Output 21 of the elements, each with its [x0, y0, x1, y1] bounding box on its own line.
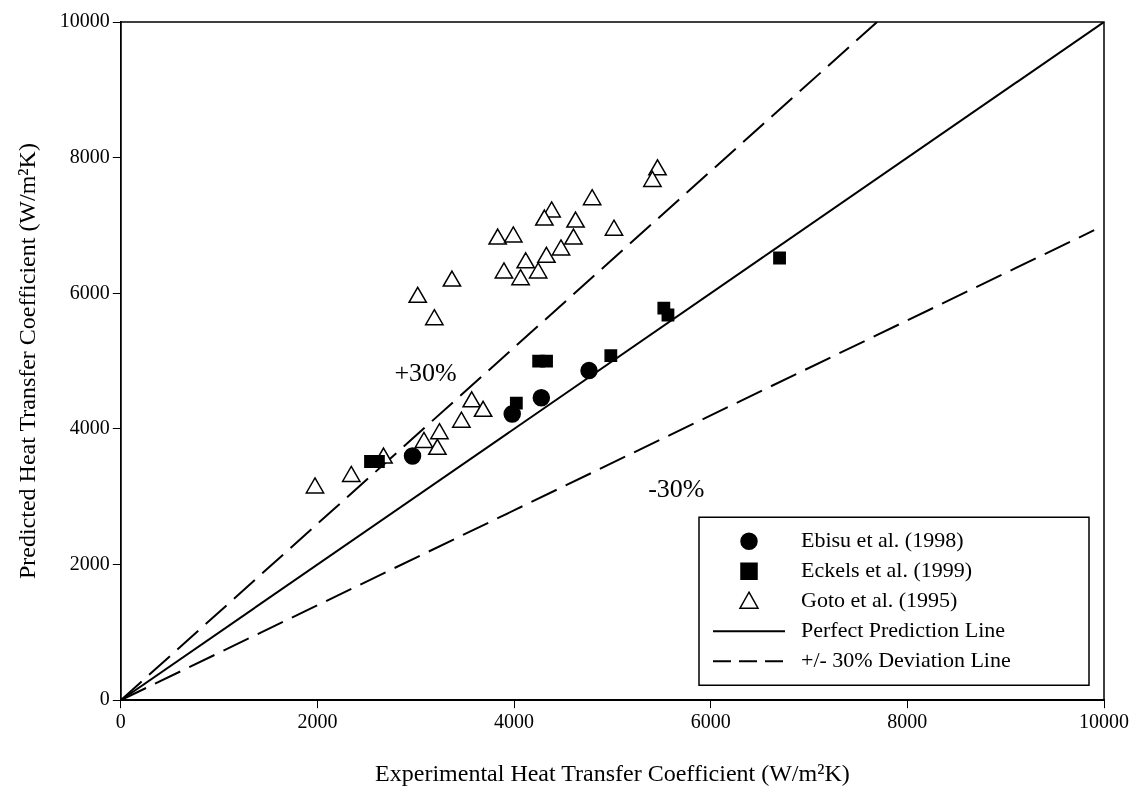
legend-label: Ebisu et al. (1998)	[801, 526, 964, 552]
x-tick-label: 6000	[690, 710, 731, 733]
x-tick-label: 10000	[1079, 710, 1129, 733]
y-tick-label: 2000	[69, 551, 110, 574]
legend-label: +/- 30% Deviation Line	[801, 646, 1011, 672]
x-tick-label: 2000	[297, 710, 338, 733]
legend-label: Eckels et al. (1999)	[801, 556, 973, 582]
annotation: -30%	[648, 473, 705, 503]
x-axis-title: Experimental Heat Transfer Coefficient (W/m²K)	[375, 759, 850, 786]
y-axis-title: Predicted Heat Transfer Coefficient (W/m²K)	[13, 143, 40, 580]
x-tick-label: 8000	[887, 710, 928, 733]
y-tick-label: 4000	[69, 416, 110, 439]
legend-label: Goto et al. (1995)	[801, 586, 958, 612]
y-tick-label: 0	[99, 687, 110, 710]
y-tick-label: 10000	[59, 9, 110, 32]
legend-label: Perfect Prediction Line	[801, 616, 1006, 642]
y-tick-label: 6000	[69, 280, 110, 303]
annotation: +30%	[394, 358, 457, 388]
x-tick-label: 0	[115, 710, 126, 733]
x-tick-label: 4000	[494, 710, 535, 733]
y-tick-label: 8000	[69, 144, 110, 167]
